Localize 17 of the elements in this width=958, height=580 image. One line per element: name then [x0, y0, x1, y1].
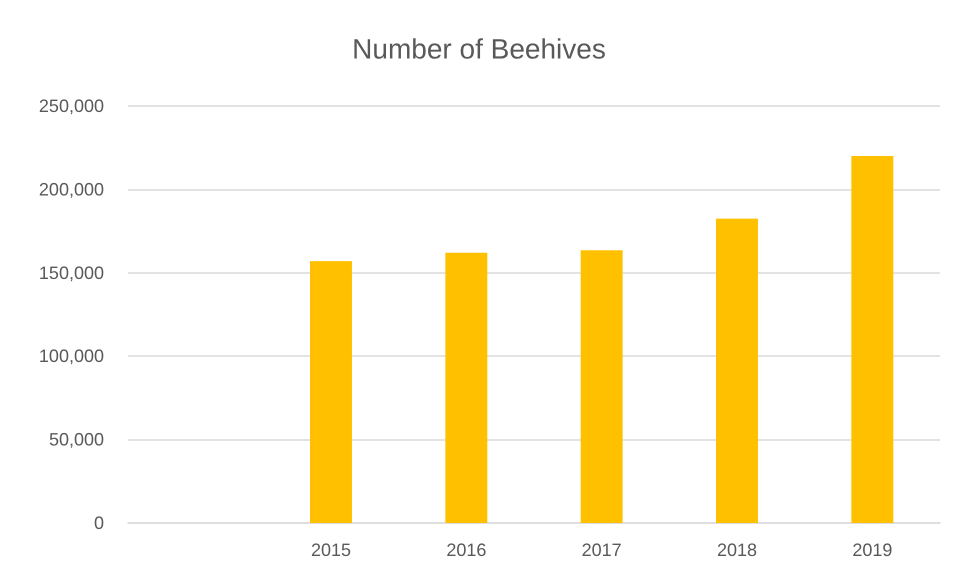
y-tick-label: 0 [94, 513, 104, 533]
x-tick-label: 2019 [852, 540, 892, 560]
chart-title: Number of Beehives [352, 34, 606, 64]
y-tick-label: 150,000 [38, 262, 104, 283]
x-tick-label: 2017 [582, 540, 622, 560]
y-tick-label: 50,000 [48, 430, 104, 450]
bar [310, 261, 352, 523]
x-tick-label: 2015 [310, 540, 352, 560]
y-tick-label: 100,000 [38, 346, 104, 366]
x-tick-label: 2018 [716, 540, 758, 560]
bar [851, 156, 894, 523]
y-tick-label: 250,000 [38, 96, 104, 116]
x-tick-label: 2016 [446, 540, 486, 560]
bar [580, 250, 623, 523]
y-tick-label: 200,000 [38, 179, 104, 200]
bar [716, 218, 758, 523]
bar [445, 252, 488, 523]
